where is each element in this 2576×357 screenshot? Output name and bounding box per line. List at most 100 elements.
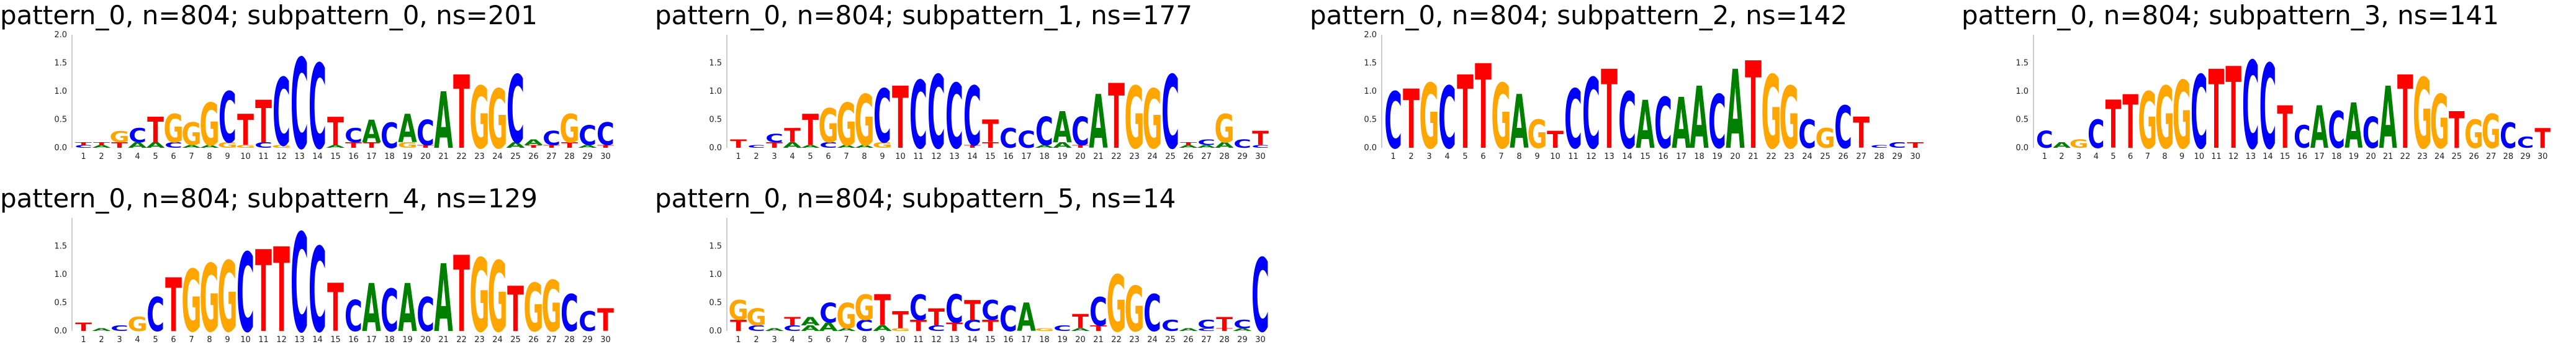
x-tick-label: 23 — [474, 335, 485, 345]
x-tick-label: 26 — [528, 335, 539, 345]
x-tick-label: 29 — [2520, 152, 2531, 161]
x-tick-label: 1 — [2042, 152, 2047, 161]
x-tick-label: 20 — [420, 335, 431, 345]
x-tick-label: 6 — [1480, 152, 1485, 161]
logo-letter-T: T — [784, 125, 801, 147]
logo-letter-T: T — [2122, 79, 2138, 165]
x-tick-label: 3 — [772, 152, 777, 161]
logo-letter-T: T — [75, 320, 92, 334]
logo-letter-T: T — [874, 286, 891, 336]
x-tick-label: 15 — [1640, 152, 1651, 161]
logo-letter-C: C — [543, 127, 561, 150]
x-tick-label: 12 — [276, 335, 287, 345]
logo-letter-C: C — [1233, 137, 1251, 151]
logo-letter-G: G — [109, 127, 129, 146]
x-tick-label: 20 — [420, 152, 431, 161]
logo-letter-C: C — [579, 119, 597, 151]
panel-title: pattern_0, n=804; subpattern_5, ns=14 — [655, 183, 1176, 214]
x-tick-label: 13 — [949, 335, 960, 345]
y-tick-label: 1.5 — [709, 59, 722, 68]
x-tick-label: 26 — [1183, 152, 1194, 161]
logo-letter-T: T — [982, 317, 999, 335]
y-tick-label: 1.0 — [2015, 87, 2029, 96]
x-tick-label: 19 — [1057, 335, 1068, 345]
logo-letter-C: C — [2242, 37, 2259, 176]
logo-letter-A: A — [578, 144, 597, 148]
x-tick-label: 4 — [790, 152, 795, 161]
y-tick-label: 1.5 — [709, 242, 722, 251]
logo-letter-T: T — [802, 106, 819, 156]
logo-letter-G: G — [1034, 327, 1054, 332]
logo-letter-C: C — [873, 74, 891, 160]
x-tick-label: 18 — [1039, 152, 1050, 161]
logo-letter-T: T — [1252, 127, 1269, 150]
y-tick-label: 0.0 — [709, 143, 722, 153]
y-tick-label: 0.5 — [2015, 115, 2029, 125]
x-tick-label: 18 — [1039, 335, 1050, 345]
x-tick-label: 25 — [1165, 335, 1176, 345]
x-tick-label: 10 — [240, 335, 251, 345]
x-tick-label: 19 — [1712, 152, 1723, 161]
logo-letter-C: C — [345, 292, 363, 341]
logo-letter-T: T — [363, 140, 380, 150]
x-tick-label: 3 — [772, 335, 777, 345]
logo-letter-G: G — [181, 116, 201, 153]
logo-letter-T: T — [2105, 86, 2122, 163]
logo-panel-subpattern-3: pattern_0, n=804; subpattern_3, ns=141 0… — [1961, 0, 2576, 176]
logo-letter-G: G — [1142, 72, 1162, 167]
y-tick-label: 0.5 — [54, 299, 67, 308]
x-tick-label: 7 — [1498, 152, 1503, 161]
logo-letter-G: G — [127, 314, 147, 336]
x-tick-label: 17 — [1021, 335, 1032, 345]
x-tick-label: 8 — [2162, 152, 2167, 161]
x-tick-label: 21 — [438, 335, 449, 345]
logo-letter-A: A — [783, 140, 802, 150]
x-tick-label: 28 — [2503, 152, 2514, 161]
x-tick-label: 21 — [1748, 152, 1759, 161]
logo-letter-T: T — [561, 140, 578, 150]
logo-letter-A: A — [837, 144, 856, 148]
x-tick-label: 16 — [1003, 335, 1014, 345]
logo-letter-G: G — [890, 327, 910, 332]
x-tick-label: 28 — [1219, 152, 1230, 161]
x-tick-label: 20 — [2366, 152, 2376, 161]
logo-letter-C: C — [855, 317, 873, 335]
y-tick-label: 0.5 — [709, 299, 722, 308]
logo-letter-T: T — [964, 294, 981, 326]
logo-panel-subpattern-2: pattern_0, n=804; subpattern_2, ns=142 0… — [1310, 0, 1949, 176]
logo-letter-C: C — [819, 297, 837, 328]
logo-letter-T: T — [453, 55, 470, 171]
logo-letter-T: T — [525, 144, 543, 148]
logo-letter-C: C — [819, 140, 837, 150]
logo-letter-A: A — [524, 138, 543, 147]
logo-letter-A: A — [855, 144, 874, 148]
logo-letter-C: C — [1053, 323, 1071, 333]
logo-letter-G: G — [217, 140, 237, 150]
logo-letter-C: C — [74, 144, 92, 148]
x-tick-label: 10 — [2194, 152, 2205, 161]
x-tick-label: 3 — [117, 335, 122, 345]
x-tick-label: 15 — [2280, 152, 2290, 161]
logo-letter-A: A — [765, 327, 784, 332]
logo-letter-G: G — [469, 68, 489, 168]
logo-letter-G: G — [199, 244, 219, 353]
logo-letter-T: T — [345, 140, 362, 150]
x-tick-label: 17 — [366, 335, 377, 345]
logo-letter-T: T — [327, 270, 344, 346]
logo-letter-T: T — [93, 142, 110, 146]
logo-letter-C: C — [1035, 110, 1053, 155]
logo-letter-T: T — [111, 140, 128, 150]
x-tick-label: 11 — [913, 152, 924, 161]
x-tick-label: 3 — [1426, 152, 1431, 161]
logo-letter-G: G — [2464, 112, 2484, 158]
logo-letter-C: C — [1251, 144, 1269, 148]
x-tick-label: 27 — [1201, 335, 1212, 345]
x-tick-label: 5 — [808, 335, 813, 345]
logo-letter-C: C — [1618, 76, 1636, 166]
x-tick-label: 12 — [931, 152, 942, 161]
x-tick-label: 7 — [844, 152, 849, 161]
logo-letter-T: T — [1745, 37, 1762, 176]
x-tick-label: 26 — [1183, 335, 1194, 345]
